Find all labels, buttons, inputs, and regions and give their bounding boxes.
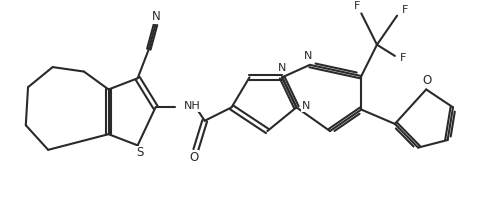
Text: F: F: [400, 53, 406, 63]
Text: N: N: [278, 63, 286, 73]
Text: NH: NH: [184, 102, 200, 111]
Text: O: O: [189, 151, 198, 164]
Text: S: S: [136, 146, 144, 160]
Text: F: F: [402, 5, 408, 15]
Text: N: N: [302, 102, 311, 111]
Text: O: O: [422, 74, 432, 87]
Text: F: F: [354, 1, 360, 11]
Text: N: N: [303, 51, 312, 61]
Text: N: N: [152, 10, 161, 24]
